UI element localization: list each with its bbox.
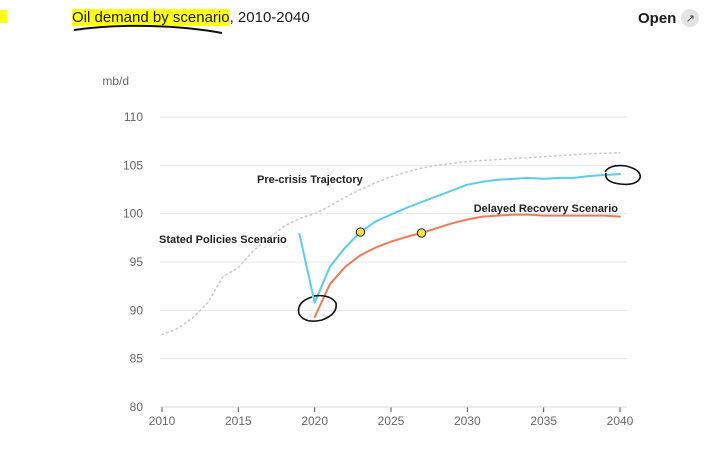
x-tick-label: 2040 — [607, 414, 634, 428]
x-tick-label: 2035 — [530, 414, 557, 428]
delayed-recovery-scenario-label: Delayed Recovery Scenario — [474, 203, 619, 215]
external-link-icon: ↗ — [681, 9, 700, 27]
y-tick-label: 90 — [130, 303, 144, 317]
y-tick-label: 80 — [130, 400, 144, 414]
series-markers — [355, 227, 427, 238]
y-axis-ticks: 80 85 90 95 100 105 110 — [123, 110, 143, 414]
y-tick-label: 110 — [124, 110, 143, 124]
open-button[interactable]: Open ↗ — [638, 9, 700, 27]
stated-policies-scenario-label: Stated Policies Scenario — [159, 234, 287, 246]
pre-crisis-trajectory-line — [161, 152, 621, 336]
series-labels: Pre-crisis Trajectory Stated Policies Sce… — [159, 174, 618, 246]
series-marker — [416, 228, 427, 238]
highlight-mark — [0, 10, 7, 23]
x-tick-label: 2015 — [225, 414, 252, 428]
series-lines — [161, 152, 621, 336]
x-axis-ticks: 2010 2015 2020 2025 2030 2035 2040 — [149, 407, 634, 428]
title-underline-scribble — [73, 24, 223, 34]
x-tick-label: 2020 — [301, 414, 328, 428]
y-tick-label: 85 — [130, 352, 144, 366]
open-button-label: Open — [638, 9, 677, 27]
y-axis-unit-label: mb/d — [102, 74, 129, 88]
y-tick-label: 105 — [123, 158, 143, 172]
pre-crisis-trajectory-label: Pre-crisis Trajectory — [257, 174, 364, 186]
y-tick-label: 95 — [130, 255, 144, 269]
delayed-recovery-scenario-line — [313, 213, 621, 319]
y-tick-label: 100 — [123, 207, 143, 221]
x-tick-label: 2010 — [149, 414, 176, 428]
endpoint-circle-annotation — [604, 164, 642, 186]
chart-title-highlight: Oil demand by scenario — [72, 9, 230, 26]
series-marker — [355, 227, 366, 237]
stated-policies-scenario-line — [298, 173, 621, 304]
chart-title-rest: , 2010-2040 — [229, 9, 310, 26]
dip-circle-annotation — [297, 294, 338, 322]
x-tick-label: 2030 — [454, 414, 481, 428]
chart-title: Oil demand by scenario, 2010-2040 — [72, 9, 310, 26]
x-tick-label: 2025 — [378, 414, 405, 428]
